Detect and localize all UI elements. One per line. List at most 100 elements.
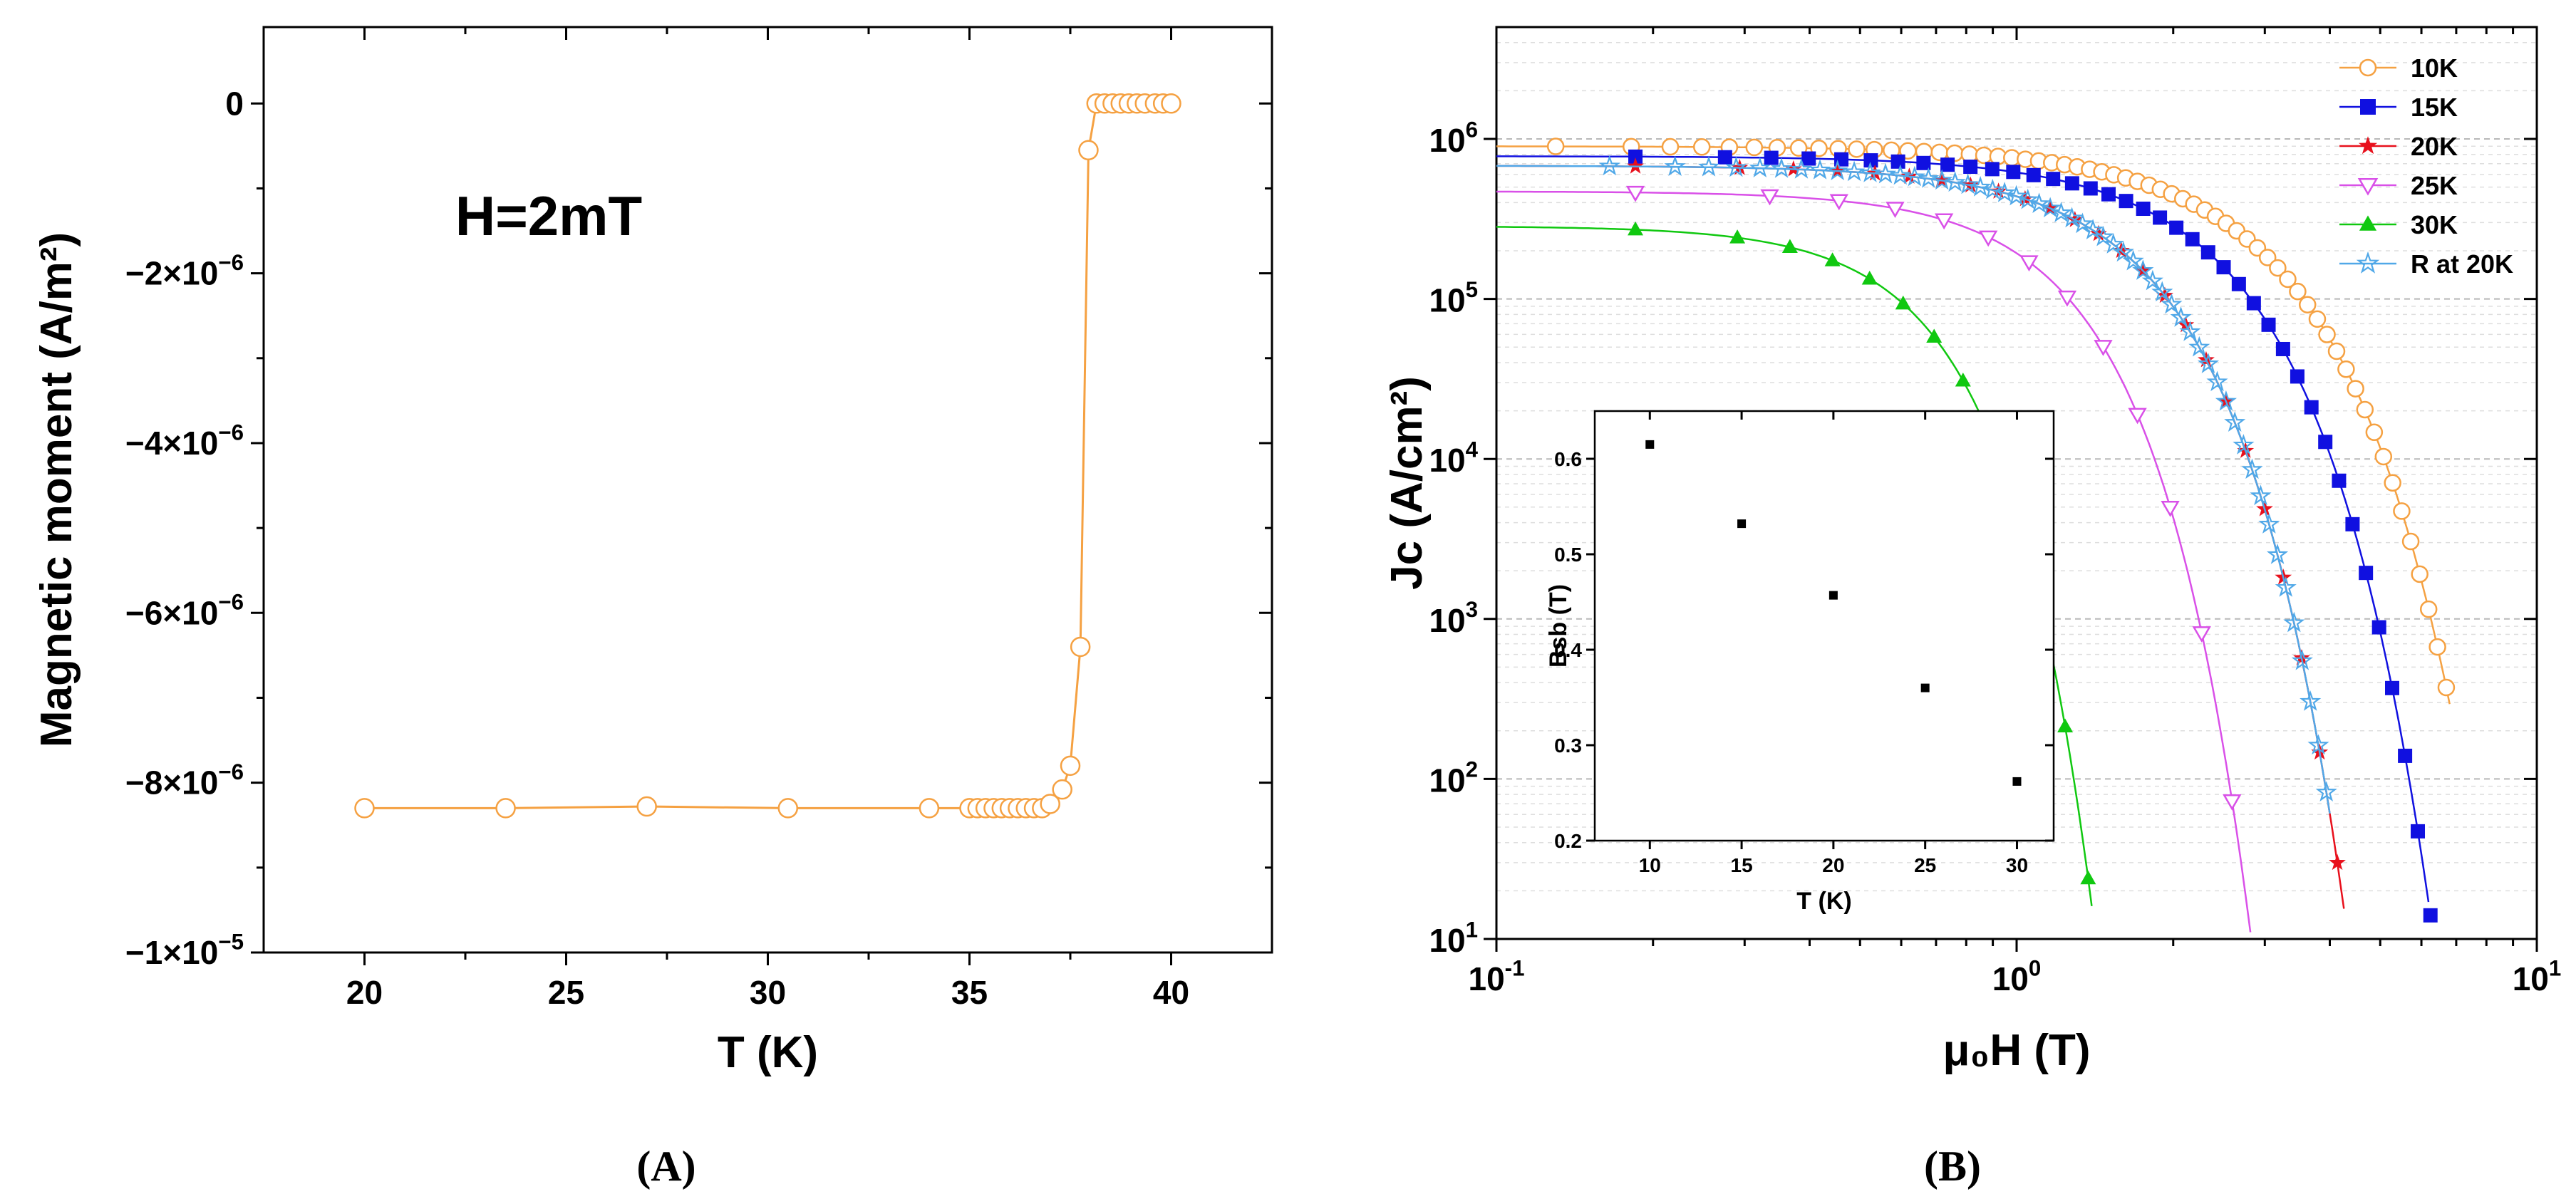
jc-point-15k (1628, 149, 1643, 164)
jc-point-r-at-20k (1957, 173, 1979, 194)
y-axis-label: Magnetic moment (A/m²) (32, 232, 81, 747)
jc-point-r-at-20k (2291, 649, 2313, 670)
legend-label: 10K (2411, 53, 2458, 83)
jc-point-15k (2246, 296, 2261, 311)
jc-point-10k (2356, 400, 2374, 419)
jc-point-10k (1692, 138, 1711, 156)
moment-point (495, 798, 516, 819)
jc-point-r-at-20k (2300, 690, 2322, 711)
jc-point-15k (2290, 369, 2305, 384)
jc-point-25k (2161, 501, 2180, 517)
y-tick-label: 0 (225, 85, 244, 122)
jc-point-15k (2275, 341, 2290, 356)
jc-point-15k (2046, 172, 2061, 187)
x-tick-label: 100 (1992, 955, 2042, 997)
jc-point-15k (2304, 400, 2319, 415)
inset-x-tick-label: 25 (1914, 854, 1936, 876)
jc-point-25k (2223, 794, 2242, 811)
jc-point-15k (2136, 202, 2151, 217)
panel-b-chart: 10-1 100 101 101 102 103 104 105 106 μ₀H (T) Jc (A… (1382, 26, 2561, 1190)
x-tick-label: 25 (548, 974, 584, 1011)
jc-point-r-at-20k (2132, 259, 2154, 280)
jc-point-r-at-20k (2170, 306, 2192, 327)
legend-marker (2359, 215, 2377, 231)
y-tick-label: −1×10−5 (125, 929, 244, 971)
inset-point (1645, 440, 1655, 449)
jc-point-25k (1625, 185, 1645, 202)
jc-point-10k (2437, 678, 2456, 697)
jc-point-25k (2057, 290, 2077, 307)
jc-line-r-at-20k (1496, 165, 2331, 814)
panel-a-frame (262, 26, 1273, 954)
jc-point-30k (1955, 372, 1971, 387)
jc-point-r-at-20k (2241, 458, 2263, 479)
jc-point-10k (2393, 502, 2411, 520)
legend-marker (2359, 58, 2377, 77)
jc-point-15k (2411, 824, 2426, 839)
moment-point (777, 798, 799, 819)
jc-point-10k (2374, 447, 2393, 466)
inset-point (1828, 591, 1838, 600)
jc-point-30k (1729, 229, 1746, 244)
jc-point-r-at-20k (2151, 281, 2173, 302)
jc-point-r-at-20k (2050, 202, 2072, 222)
jc-point-15k (1764, 150, 1779, 165)
jc-point-r-at-20k (1826, 160, 1848, 180)
jc-point-r-at-20k (2250, 484, 2272, 506)
jc-point-10k (2428, 638, 2446, 656)
jc-point-10k (2258, 249, 2277, 266)
inset-y-axis-label: Bsb (T) (1545, 584, 1572, 668)
inset-x-tick-label: 10 (1639, 854, 1661, 876)
inset-y-tick-label: 0.6 (1554, 448, 1582, 470)
jc-point-15k (2119, 194, 2133, 209)
jc-point-r-at-20k (2039, 197, 2062, 218)
moment-point (1060, 755, 1081, 777)
jc-point-10k (2384, 474, 2401, 492)
jc-point-15k (2169, 220, 2184, 235)
jc-point-10k (2337, 360, 2355, 378)
jc-point-15k (2200, 245, 2215, 260)
jc-point-15k (1863, 153, 1878, 168)
inset-y-tick-label: 0.4 (1554, 639, 1582, 661)
jc-point-r-at-20k (1790, 158, 1813, 179)
inset-x-tick-label: 15 (1731, 854, 1753, 876)
jc-point-15k (2231, 276, 2246, 291)
jc-point-10k (2365, 423, 2384, 442)
jc-point-r-at-20k (2315, 781, 2337, 802)
jc-point-r-at-20k (1697, 155, 1720, 177)
legend-marker (2356, 251, 2380, 274)
jc-point-r-at-20k (1809, 159, 1831, 180)
jc-point-30k (2057, 718, 2074, 732)
legend: 10K 15K 20K 25K 30K R at 20K (2339, 53, 2513, 279)
jc-point-30k (1824, 252, 1841, 266)
y-tick-label: 102 (1429, 757, 1478, 799)
moment-point (1078, 140, 1099, 161)
jc-point-15k (1717, 150, 1732, 165)
jc-point-15k (2064, 176, 2079, 191)
jc-point-25k (1979, 230, 1998, 247)
legend-label: 30K (2411, 210, 2458, 239)
jc-point-r-at-20k (2141, 269, 2163, 291)
jc-point-r-at-20k (2005, 185, 2027, 206)
jc-point-10k (2299, 296, 2317, 313)
jc-point-25k (2128, 408, 2147, 425)
jc-point-10k (2401, 532, 2420, 551)
jc-point-15k (1916, 155, 1931, 170)
jc-point-r-at-20k (1889, 164, 1911, 185)
jc-point-10k (2411, 565, 2428, 583)
jc-point-15k (2185, 232, 2200, 246)
jc-point-15k (1890, 154, 1905, 169)
jc-point-15k (2359, 566, 2374, 581)
jc-point-r-at-20k (1725, 156, 1747, 177)
inset-frame (1593, 410, 2055, 842)
moment-point (636, 796, 657, 817)
inset-chart: 10 15 20 25 30 0.2 0.3 0.4 0.5 0.6 T (K) Bsb (T) (1545, 410, 2055, 915)
jc-point-30k (1781, 239, 1798, 254)
legend-marker (2357, 177, 2379, 196)
jc-point-10k (2308, 310, 2327, 328)
moment-point (354, 798, 375, 819)
moment-point (1040, 794, 1060, 814)
legend-marker (2360, 99, 2376, 115)
x-axis-label: T (K) (718, 1028, 818, 1077)
jc-point-r-at-20k (1874, 162, 1897, 184)
